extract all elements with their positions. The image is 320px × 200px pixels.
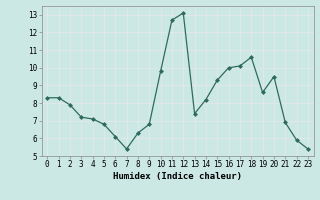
X-axis label: Humidex (Indice chaleur): Humidex (Indice chaleur) — [113, 172, 242, 181]
